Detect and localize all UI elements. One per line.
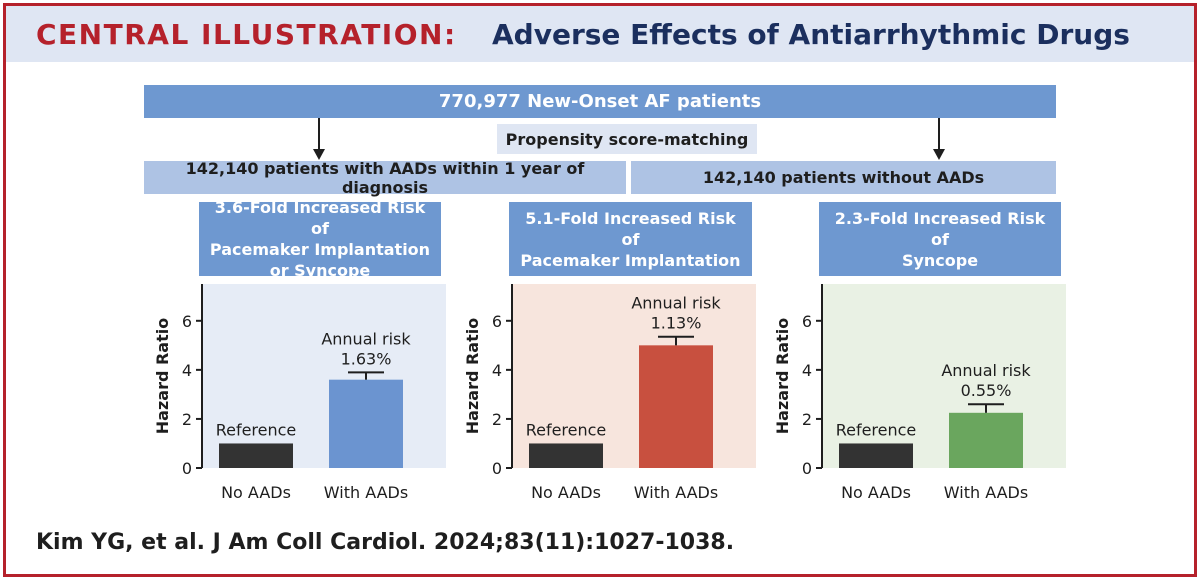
x-category-label: With AADs (324, 483, 408, 502)
bar-label: Annual risk 0.55% (941, 361, 1031, 400)
result-box-syncope: 2.3-Fold Increased Risk of Syncope (819, 202, 1061, 276)
arrow-right-head (933, 149, 945, 160)
y-tick-label: 0 (182, 459, 192, 478)
matching-box: Propensity score-matching (497, 124, 757, 154)
x-category-label: No AADs (221, 483, 291, 502)
arm-with-aads-box: 142,140 patients with AADs within 1 year… (144, 159, 626, 197)
bar-with-aads (329, 379, 403, 468)
plot-background (822, 284, 1066, 468)
y-tick-label: 6 (492, 312, 502, 331)
arrow-right-line (938, 118, 940, 150)
bar-label-line: 0.55% (961, 381, 1012, 400)
x-category-label: With AADs (944, 483, 1028, 502)
bar-label: Reference (836, 420, 917, 439)
x-category-label: No AADs (531, 483, 601, 502)
citation: Kim YG, et al. J Am Coll Cardiol. 2024;8… (36, 530, 735, 555)
y-axis-label: Hazard Ratio (773, 318, 792, 434)
y-tick-label: 0 (492, 459, 502, 478)
y-tick-label: 2 (182, 410, 192, 429)
bar-label: Reference (526, 420, 607, 439)
bar-label-line: Reference (216, 420, 297, 439)
bar-label-line: Reference (526, 420, 607, 439)
bar-label-line: Annual risk (321, 329, 411, 348)
bar-label: Annual risk 1.63% (321, 329, 411, 368)
bar-label: Reference (216, 420, 297, 439)
chart-pacemaker-or-syncope: 0 2 4 6 Hazard Ratio Reference No AADs Annual r… (146, 278, 446, 518)
bar-label-line: Annual risk (631, 294, 721, 313)
y-axis-label: Hazard Ratio (463, 318, 482, 434)
y-tick-label: 2 (802, 410, 812, 429)
y-tick-label: 4 (802, 361, 812, 380)
chart-syncope: 0 2 4 6 Hazard Ratio Reference No AADs Annual r… (766, 278, 1066, 518)
y-tick-label: 4 (182, 361, 192, 380)
illustration-frame: CENTRAL ILLUSTRATION: Adverse Effects of… (3, 3, 1197, 577)
x-category-label: No AADs (841, 483, 911, 502)
bar-label-line: 1.63% (341, 349, 392, 368)
bar-with-aads (949, 412, 1023, 468)
result-box-pacemaker-or-syncope: 3.6-Fold Increased Risk of Pacemaker Imp… (199, 198, 441, 280)
bar-with-aads (639, 345, 713, 468)
title-prefix: CENTRAL ILLUSTRATION: (36, 18, 457, 51)
result-box-pacemaker: 5.1-Fold Increased Risk of Pacemaker Imp… (509, 202, 752, 276)
bar-label-line: 1.13% (651, 314, 702, 333)
y-tick-label: 0 (802, 459, 812, 478)
y-axis-label: Hazard Ratio (153, 318, 172, 434)
x-category-label: With AADs (634, 483, 718, 502)
bar-label-line: Annual risk (941, 361, 1031, 380)
bar-no-aads (839, 443, 913, 468)
arrow-left-line (318, 118, 320, 150)
y-tick-label: 6 (802, 312, 812, 331)
hazard-ratio-chart: 0 2 4 6 Hazard Ratio Reference No AADs Annual r… (463, 284, 756, 502)
bar-label-line: Reference (836, 420, 917, 439)
arm-without-aads-box: 142,140 patients without AADs (631, 161, 1056, 194)
title-bar: CENTRAL ILLUSTRATION: Adverse Effects of… (6, 6, 1194, 62)
hazard-ratio-chart: 0 2 4 6 Hazard Ratio Reference No AADs Annual r… (153, 284, 446, 502)
plot-background (512, 284, 756, 468)
page-title: Adverse Effects of Antiarrhythmic Drugs (492, 18, 1130, 51)
arrow-left-head (313, 149, 325, 160)
bar-label: Annual risk 1.13% (631, 294, 721, 333)
cohort-box: 770,977 New-Onset AF patients (144, 85, 1056, 118)
plot-background (202, 284, 446, 468)
y-tick-label: 2 (492, 410, 502, 429)
chart-pacemaker: 0 2 4 6 Hazard Ratio Reference No AADs Annual r… (456, 278, 756, 518)
y-tick-label: 4 (492, 361, 502, 380)
bar-no-aads (529, 443, 603, 468)
hazard-ratio-chart: 0 2 4 6 Hazard Ratio Reference No AADs Annual r… (773, 284, 1066, 502)
y-tick-label: 6 (182, 312, 192, 331)
bar-no-aads (219, 443, 293, 468)
